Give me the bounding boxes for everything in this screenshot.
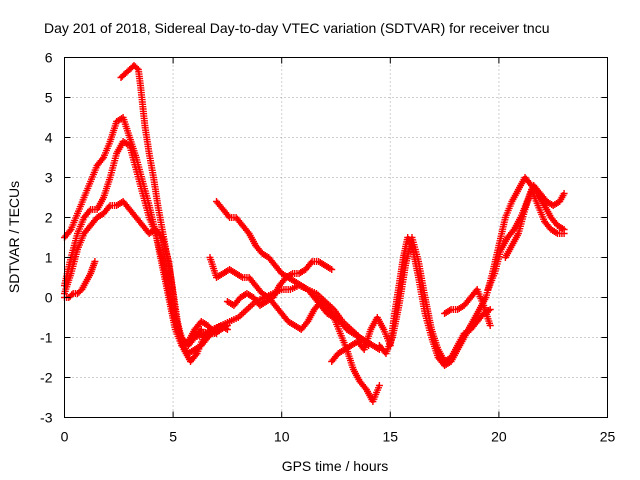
y-tick-label: -3 — [40, 410, 53, 426]
chart-title: Day 201 of 2018, Sidereal Day-to-day VTE… — [44, 20, 550, 36]
x-tick-label: 15 — [383, 429, 399, 445]
y-tick-label: 2 — [45, 210, 53, 226]
series-arc-9 — [191, 282, 373, 349]
x-tick-labels: 0 5 10 15 20 25 — [61, 429, 616, 445]
x-axis-label: GPS time / hours — [282, 458, 389, 474]
x-tick-label: 5 — [169, 429, 177, 445]
series-arc-7 — [206, 254, 383, 405]
grid-lines — [64, 57, 608, 418]
series-arc-8 — [223, 258, 336, 309]
plot-frame — [64, 57, 608, 418]
point-markers — [501, 186, 568, 261]
x-tick-label: 10 — [274, 429, 290, 445]
point-markers — [441, 286, 494, 329]
axis-ticks — [64, 57, 608, 418]
series-arc-15 — [501, 186, 568, 261]
y-tick-label: 6 — [45, 50, 53, 66]
point-markers — [117, 62, 220, 365]
y-axis-label: SDTVAR / TECUs — [6, 181, 22, 293]
y-tick-label: 5 — [45, 90, 53, 106]
y-tick-label: -2 — [40, 370, 53, 386]
x-tick-label: 20 — [491, 429, 507, 445]
series-arc-5 — [117, 62, 220, 365]
series-arc-3 — [61, 138, 205, 349]
x-tick-label: 0 — [61, 429, 69, 445]
point-markers — [191, 282, 373, 349]
data-points — [61, 62, 568, 405]
y-tick-label: 1 — [45, 250, 53, 266]
point-markers — [206, 254, 383, 405]
y-tick-label: 0 — [45, 290, 53, 306]
y-tick-labels: -3 -2 -1 0 1 2 3 4 5 6 — [40, 50, 53, 426]
point-markers — [462, 174, 568, 337]
y-tick-label: 4 — [45, 130, 53, 146]
x-tick-label: 25 — [600, 429, 616, 445]
point-markers — [61, 138, 205, 349]
series-arc-12 — [441, 286, 494, 329]
point-markers — [223, 258, 336, 309]
y-tick-label: -1 — [40, 330, 53, 346]
y-tick-label: 3 — [45, 170, 53, 186]
series-arc-13 — [462, 174, 568, 337]
